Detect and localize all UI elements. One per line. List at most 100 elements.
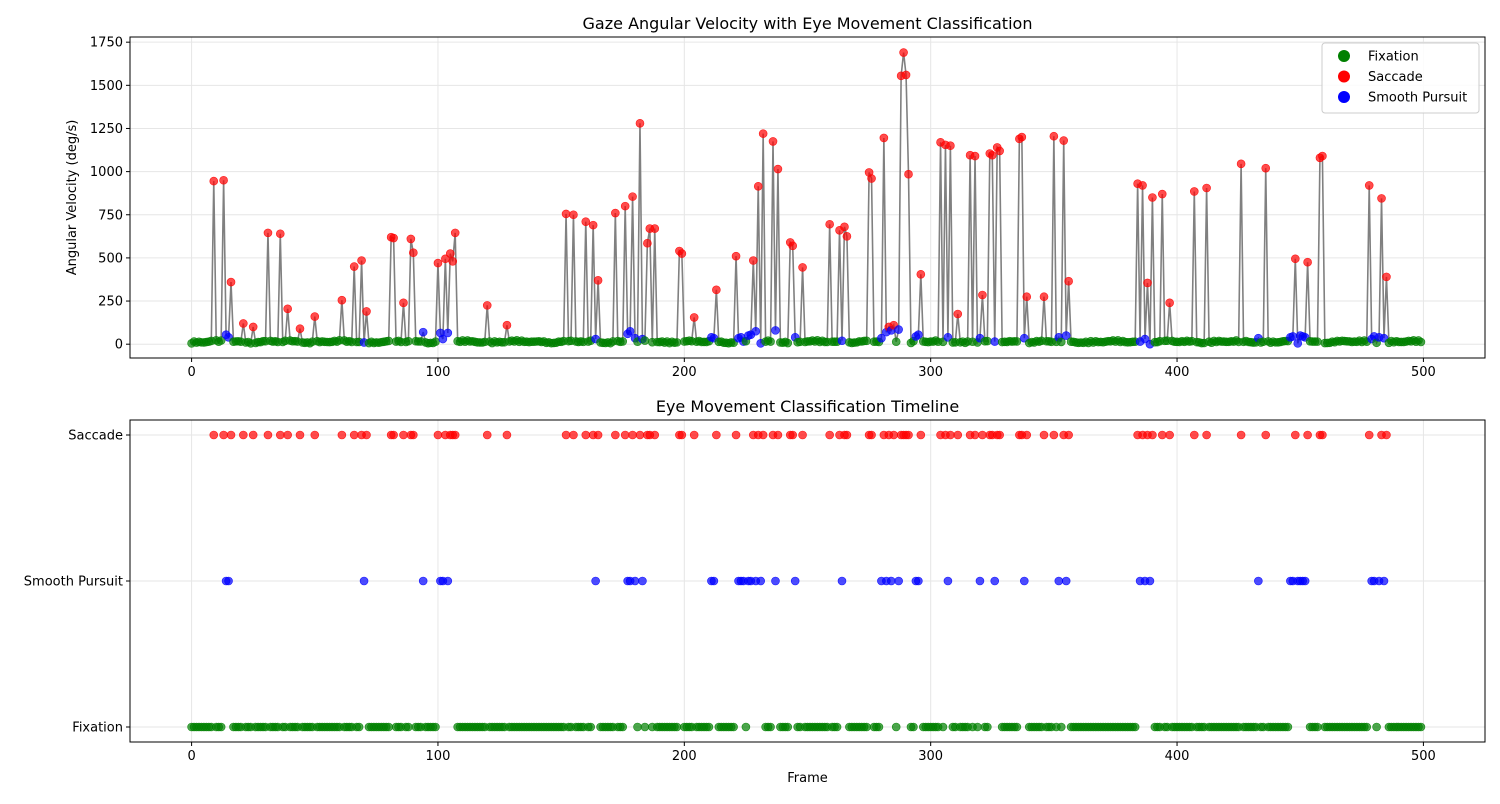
saccade-point <box>1165 298 1174 308</box>
smooth-pursuit-point <box>1140 334 1150 344</box>
timeline-saccade-point <box>239 430 248 440</box>
timeline-saccade-point <box>635 430 645 440</box>
timeline-saccade-point <box>209 430 219 440</box>
saccade-point <box>825 219 834 229</box>
smooth-pursuit-point <box>914 330 923 340</box>
saccade-point <box>482 301 492 310</box>
saccade-point <box>773 164 783 174</box>
timeline-smooth-pursuit-point <box>975 576 985 586</box>
timeline-saccade-point <box>825 430 834 440</box>
timeline-saccade-point <box>1364 430 1374 440</box>
velocity-y-tick-label: 1250 <box>90 122 123 137</box>
saccade-point <box>1039 292 1049 302</box>
timeline-smooth-pursuit-point <box>1145 576 1155 586</box>
timeline-saccade-point <box>978 430 987 440</box>
timeline-saccade-point <box>1318 430 1327 440</box>
timeline-saccade-point <box>1261 430 1271 440</box>
velocity-x-tick-label: 200 <box>672 365 697 380</box>
timeline-smooth-pursuit-point <box>1020 576 1029 586</box>
timeline-saccade-point <box>842 430 852 440</box>
fixation-point <box>891 337 901 347</box>
timeline-saccade-point <box>953 430 963 440</box>
timeline-fixation-point <box>741 722 751 732</box>
timeline-fixation-point <box>729 722 738 732</box>
saccade-point <box>978 290 987 300</box>
velocity-trace-line <box>191 52 1422 346</box>
saccade-point <box>310 312 320 321</box>
saccade-point <box>798 263 807 272</box>
timeline-saccade-point <box>1236 430 1246 440</box>
timeline-fixation-point <box>874 722 884 732</box>
timeline-smooth-pursuit-point <box>359 576 369 586</box>
smooth-pursuit-point <box>990 337 1000 346</box>
fixation-point <box>618 337 628 346</box>
smooth-pursuit-point <box>943 332 953 342</box>
saccade-point <box>842 232 852 241</box>
smooth-pursuit-point <box>418 327 428 337</box>
saccade-point <box>946 141 955 151</box>
fixation-point <box>862 336 871 346</box>
saccade-point <box>916 269 926 279</box>
timeline-smooth-pursuit-point <box>756 576 765 586</box>
fixation-point <box>640 336 650 345</box>
timeline-fixation-point <box>1372 722 1381 732</box>
saccade-point <box>1189 187 1199 196</box>
timeline-saccade-point <box>1039 430 1049 440</box>
smooth-pursuit-point <box>1288 332 1298 341</box>
timeline-saccade-point <box>650 430 660 440</box>
timeline-smooth-pursuit-point <box>990 576 1000 586</box>
velocity-y-tick-label: 0 <box>115 338 123 353</box>
velocity-chart-title: Gaze Angular Velocity with Eye Movement … <box>583 14 1033 33</box>
velocity-axes-frame <box>129 36 1486 359</box>
timeline-smooth-pursuit-point <box>837 576 847 586</box>
saccade-point <box>1303 257 1312 267</box>
saccade-point <box>1143 278 1152 288</box>
saccade-point <box>1017 132 1027 142</box>
timeline-fixation-point <box>672 722 682 732</box>
fixation-point <box>766 337 775 346</box>
timeline-saccade-point <box>620 430 630 440</box>
saccade-point <box>226 277 236 287</box>
timeline-smooth-pursuit-point <box>630 576 640 586</box>
timeline-x-axis-label: Frame <box>787 771 828 786</box>
saccade-point <box>987 150 997 160</box>
velocity-grid <box>130 37 1485 358</box>
timeline-fixation-point <box>938 722 948 732</box>
saccade-point <box>357 256 366 265</box>
timeline-smooth-pursuit-point <box>886 576 896 586</box>
legend: Fixation Saccade Smooth Pursuit <box>1321 42 1480 114</box>
timeline-saccade-point <box>1157 430 1167 440</box>
fixation-point <box>404 336 413 346</box>
timeline-saccade-point <box>219 430 228 440</box>
timeline-smooth-pursuit-point <box>224 576 233 586</box>
saccade-point <box>389 233 398 243</box>
saccade-point <box>712 285 721 295</box>
smooth-pursuit-point <box>877 333 886 343</box>
timeline-smooth-pursuit-point <box>443 576 453 586</box>
timeline-saccade-point <box>946 430 955 440</box>
saccade-point <box>677 249 687 258</box>
fixation-point <box>431 337 440 346</box>
timeline-fixation-point <box>862 722 871 732</box>
timeline-saccade-point <box>295 430 305 440</box>
timeline-fixation-point <box>384 722 393 732</box>
saccade-point <box>362 307 371 316</box>
fixation-point <box>783 338 793 348</box>
saccade-point <box>953 309 963 319</box>
timeline-saccade-point <box>1148 430 1157 440</box>
saccade-point <box>209 176 219 186</box>
saccade-point <box>248 322 258 332</box>
velocity-y-tick-label: 250 <box>98 295 123 310</box>
fixation-point <box>216 336 226 345</box>
timeline-fixation-point <box>766 722 775 732</box>
timeline-saccade-point <box>1064 430 1073 440</box>
saccade-point <box>879 133 889 143</box>
timeline-saccade-point <box>677 430 687 440</box>
saccade-point <box>1138 181 1147 190</box>
timeline-saccade-point <box>773 430 783 440</box>
timeline-fixation-point <box>1012 722 1022 732</box>
timeline-smooth-pursuit-point <box>1379 576 1389 586</box>
timeline-saccade-point <box>904 430 913 440</box>
timeline-x-tick-label: 300 <box>918 749 943 764</box>
